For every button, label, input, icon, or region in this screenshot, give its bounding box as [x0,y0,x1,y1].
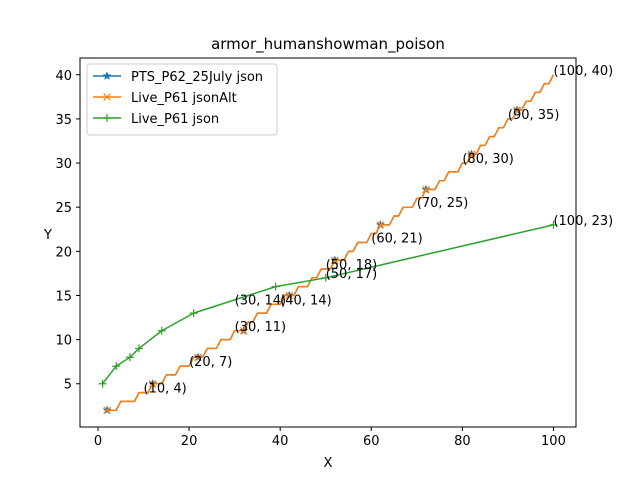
data-point [422,185,430,194]
y-tick-label: 5 [64,378,72,393]
data-label: (30, 14) [235,293,287,308]
data-point [134,344,143,353]
y-tick-label: 10 [55,334,72,349]
legend: PTS_P62_25July json Live_P61 jsonAlt Live_… [86,63,278,136]
annotation-layer: (10, 4)(20, 7) (30, 11) (40, 14) (50, 18) (6… [144,64,614,397]
y-tick-label: 20 [55,245,72,260]
legend-label: PTS_P62_25July json [131,70,263,85]
legend-marker [102,71,112,80]
data-point [112,362,121,371]
x-tick-label: 40 [272,434,289,449]
data-point [98,379,107,388]
data-label: (50, 18) [326,258,378,273]
y-tick-label: 35 [55,113,72,128]
legend-item: PTS_P62_25July json [93,70,263,85]
series-3 [98,220,558,388]
legend-marker [103,114,111,122]
data-point [239,326,248,335]
data-point [194,353,203,362]
legend-marker [103,93,111,101]
data-point [157,326,166,335]
x-tick-label: 100 [541,434,566,449]
legend-item: Live_P61 json [93,112,219,127]
data-label: (60, 21) [371,232,423,247]
chart-title: armor_humanshowman_poison [211,35,445,54]
series-layer [98,74,558,415]
x-axis-label: X [324,456,333,471]
data-point [467,150,476,159]
legend-frame [86,63,278,136]
y-tick-label: 25 [55,201,72,216]
x-tick-label: 20 [181,434,198,449]
data-label: (100, 23) [553,214,613,229]
y-tick-label: 40 [55,69,72,84]
legend-label: Live_P61 json [131,112,219,127]
series-line [107,74,555,411]
legend-label: Live_P61 jsonAlt [131,91,237,106]
y-axis-label: Y [43,228,52,243]
data-point [549,220,558,229]
series-2 [103,74,555,415]
x-tick-label: 80 [454,434,471,449]
data-point [513,106,521,114]
data-label: (70, 25) [417,196,469,211]
data-label: (100, 40) [553,64,613,79]
plot-frame [79,57,577,428]
data-point [376,221,385,229]
data-point [148,379,157,388]
data-point [103,406,111,415]
data-point [189,309,198,318]
data-label: (50, 17) [326,267,378,282]
y-tick-label: 15 [55,289,72,304]
x-tick-label: 0 [94,434,102,449]
data-label: (40, 14) [280,293,332,308]
y-tick-label: 30 [55,157,72,172]
data-label: (20, 7) [189,355,232,370]
data-point [331,256,339,264]
data-label: (30, 11) [235,320,287,335]
y-axis: 5 10 15 20 25 30 35 40 [55,69,80,393]
data-point [125,353,134,362]
data-point [321,273,330,282]
x-tick-label: 60 [363,434,380,449]
data-point [271,282,280,291]
data-label: (10, 4) [144,382,187,397]
data-label: (90, 35) [508,108,560,123]
data-label: (80, 30) [462,152,514,167]
legend-item: Live_P61 jsonAlt [93,91,237,106]
data-point [285,291,294,300]
x-axis: 0 20 40 60 80 100 [94,427,566,449]
